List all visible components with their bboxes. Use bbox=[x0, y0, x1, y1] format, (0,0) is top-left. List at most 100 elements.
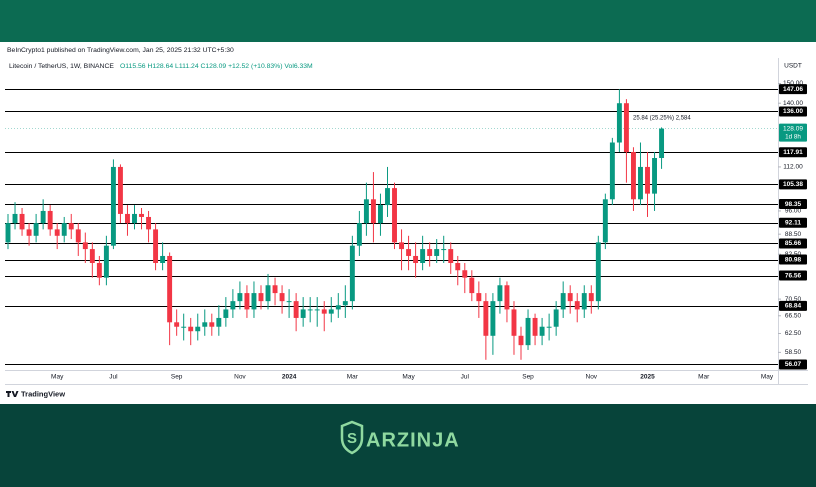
candle-body bbox=[314, 309, 320, 311]
level-label: 85.66 bbox=[785, 240, 802, 247]
candle-body bbox=[75, 229, 81, 243]
candle-body bbox=[434, 249, 440, 256]
candle-body bbox=[462, 270, 468, 278]
candle-body bbox=[659, 128, 665, 158]
candle-body bbox=[406, 249, 412, 256]
x-tick-label: Sep bbox=[171, 374, 183, 381]
candle-body bbox=[363, 199, 369, 224]
currency-label: USDT bbox=[784, 63, 802, 70]
candle-body bbox=[321, 309, 327, 314]
candle-body bbox=[167, 255, 173, 323]
tradingview-icon bbox=[6, 391, 19, 397]
candle-body bbox=[33, 223, 39, 236]
candle-body bbox=[623, 103, 629, 153]
candle-body bbox=[427, 249, 433, 256]
candle-body bbox=[293, 301, 299, 318]
level-label-box bbox=[779, 179, 807, 190]
candle-body bbox=[61, 223, 67, 236]
candle-body bbox=[399, 242, 405, 250]
candle-body bbox=[441, 249, 447, 251]
level-label-box bbox=[779, 217, 807, 228]
candle-body bbox=[497, 285, 503, 302]
x-tick-label: May bbox=[761, 374, 774, 381]
candle-body bbox=[19, 213, 25, 230]
level-label: 92.11 bbox=[785, 219, 801, 226]
candle-body bbox=[469, 277, 475, 294]
candle-body bbox=[574, 301, 580, 310]
level-label: 105.38 bbox=[783, 181, 803, 188]
candle-body bbox=[645, 166, 650, 194]
y-tick-label: 66.50 bbox=[785, 313, 802, 320]
x-tick-label: Nov bbox=[586, 374, 598, 381]
candle-body bbox=[47, 210, 53, 230]
candle-body bbox=[146, 216, 152, 230]
candle-body bbox=[89, 249, 95, 264]
y-tick-label: 82.50 bbox=[785, 251, 802, 258]
candle-body bbox=[525, 317, 531, 346]
level-label-box bbox=[779, 238, 807, 249]
candle-body bbox=[349, 245, 355, 302]
candle-body bbox=[483, 301, 489, 336]
brand-shield bbox=[340, 420, 364, 455]
candle-body bbox=[258, 293, 264, 302]
candle-body bbox=[139, 213, 144, 217]
candle-body bbox=[448, 249, 454, 264]
candle-body bbox=[132, 213, 137, 224]
candle-body bbox=[125, 213, 130, 224]
platform-name: TradingView bbox=[21, 389, 65, 398]
candle-body bbox=[244, 293, 250, 310]
brand-logo: S ARZINJA bbox=[340, 420, 459, 455]
candle-body bbox=[616, 103, 622, 143]
candle-body bbox=[328, 309, 334, 314]
candle-body bbox=[553, 309, 559, 327]
x-tick-label: Nov bbox=[234, 374, 246, 381]
candle-body bbox=[195, 326, 201, 332]
ohlc-legend: O115.56 H128.64 L111.24 C128.09 +12.52 (… bbox=[120, 63, 313, 70]
candle-body bbox=[153, 229, 159, 264]
x-tick-label: 2025 bbox=[640, 374, 655, 381]
candle-body bbox=[342, 301, 348, 306]
candle-body bbox=[630, 152, 636, 200]
candle-body bbox=[567, 293, 573, 302]
candle-body bbox=[377, 205, 383, 224]
candle-body bbox=[595, 242, 601, 302]
level-label-box bbox=[779, 270, 807, 281]
level-label-box bbox=[779, 147, 807, 158]
candle-body bbox=[652, 157, 657, 194]
level-label-box bbox=[779, 359, 807, 370]
candle-body bbox=[300, 309, 306, 318]
level-label: 117.91 bbox=[783, 149, 803, 156]
candle-body bbox=[539, 326, 545, 336]
candle-body bbox=[385, 188, 390, 206]
candle-body bbox=[160, 255, 166, 264]
level-label: 56.07 bbox=[785, 361, 802, 368]
candle-body bbox=[103, 245, 109, 278]
candle-body bbox=[511, 309, 517, 336]
bottom-band bbox=[0, 404, 816, 487]
candle-body bbox=[476, 293, 482, 302]
candle-body bbox=[455, 263, 461, 271]
y-tick-label: 96.00 bbox=[785, 208, 802, 215]
candle-body bbox=[420, 249, 426, 264]
candle-body bbox=[216, 317, 222, 327]
x-tick-label: May bbox=[51, 374, 64, 381]
level-label: 80.98 bbox=[785, 256, 802, 263]
candle-body bbox=[413, 255, 419, 264]
candle-body bbox=[12, 213, 18, 224]
y-tick-label: 62.50 bbox=[785, 330, 802, 337]
published-note: BeInCrypto1 published on TradingView.com… bbox=[7, 47, 234, 54]
x-tick-label: Mar bbox=[347, 374, 359, 381]
y-tick-label: 88.50 bbox=[785, 231, 802, 238]
candle-body bbox=[40, 210, 46, 224]
brand-mark: S bbox=[347, 430, 357, 447]
candle-body bbox=[110, 166, 116, 246]
plot: 150.00 140.00 112.00 96.00 88.50 82.50 70.50 66… bbox=[5, 80, 807, 381]
candle-body bbox=[335, 305, 341, 310]
countdown-label: 1d 8h bbox=[785, 133, 801, 140]
x-tick-label: May bbox=[402, 374, 415, 381]
y-tick-label: 150.00 bbox=[783, 80, 803, 87]
candle-body bbox=[518, 335, 524, 346]
level-label-box bbox=[779, 300, 807, 311]
candle-body bbox=[370, 199, 376, 224]
